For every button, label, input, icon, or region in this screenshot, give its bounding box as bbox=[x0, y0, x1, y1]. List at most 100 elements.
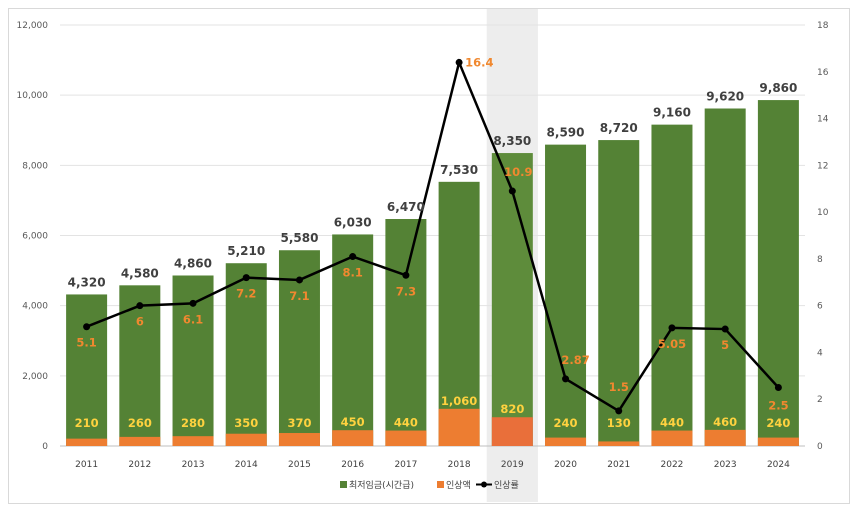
x-axis-tick-label: 2012 bbox=[128, 460, 151, 470]
left-axis-tick-label: 2,000 bbox=[22, 372, 48, 382]
bar-increase-2011 bbox=[66, 438, 108, 446]
rate-label-2024: 2.5 bbox=[768, 399, 788, 413]
rate-point-2012 bbox=[136, 302, 144, 310]
rate-label-2011: 5.1 bbox=[76, 336, 96, 350]
total-label-2019: 8,350 bbox=[493, 134, 531, 148]
legend-label-rate: 인상률 bbox=[494, 480, 519, 491]
bar-total-2023 bbox=[704, 108, 746, 446]
bar-increase-2013 bbox=[172, 436, 214, 446]
bar-total-2016 bbox=[332, 234, 374, 446]
increase-label-2011: 210 bbox=[75, 416, 99, 430]
rate-label-2022: 5.05 bbox=[658, 337, 686, 351]
rate-label-2017: 7.3 bbox=[396, 284, 416, 298]
legend-label-total: 최저임금(시간급) bbox=[349, 479, 414, 491]
right-axis-tick-label: 2 bbox=[817, 395, 823, 405]
increase-label-2016: 450 bbox=[341, 415, 365, 429]
right-axis-tick-label: 6 bbox=[817, 302, 823, 312]
right-axis-tick-label: 4 bbox=[817, 348, 823, 358]
bar-total-2020 bbox=[545, 144, 587, 447]
bar-increase-2020 bbox=[545, 437, 587, 446]
increase-label-2022: 440 bbox=[660, 416, 684, 430]
bar-total-2022 bbox=[651, 124, 693, 447]
total-label-2012: 4,580 bbox=[121, 266, 159, 280]
rate-point-2017 bbox=[402, 271, 410, 279]
rate-point-2016 bbox=[349, 253, 357, 261]
rate-label-2019: 10.9 bbox=[504, 165, 532, 179]
bar-total-2021 bbox=[598, 140, 640, 446]
bar-total-2017 bbox=[385, 219, 427, 446]
rate-label-2023: 5 bbox=[721, 338, 729, 352]
legend-swatch-total bbox=[340, 481, 347, 488]
increase-label-2024: 240 bbox=[766, 416, 790, 430]
x-axis-tick-label: 2023 bbox=[714, 460, 737, 470]
left-axis-tick-label: 8,000 bbox=[22, 161, 48, 171]
rate-point-2014 bbox=[242, 274, 250, 282]
rate-label-2020: 2.87 bbox=[561, 353, 589, 367]
x-axis-tick-label: 2013 bbox=[182, 460, 205, 470]
rate-point-2022 bbox=[668, 324, 676, 332]
rate-label-2021: 1.5 bbox=[609, 380, 629, 394]
total-label-2011: 4,320 bbox=[68, 275, 106, 289]
rate-point-2024 bbox=[774, 384, 782, 392]
x-axis-tick-label: 2017 bbox=[394, 460, 417, 470]
increase-label-2023: 460 bbox=[713, 415, 737, 429]
increase-label-2020: 240 bbox=[554, 416, 578, 430]
rate-point-2015 bbox=[295, 276, 303, 284]
bar-increase-2023 bbox=[704, 429, 746, 446]
bar-total-2014 bbox=[225, 263, 267, 446]
rate-point-2018 bbox=[455, 58, 463, 66]
total-label-2018: 7,530 bbox=[440, 163, 478, 177]
rate-label-2012: 6 bbox=[136, 315, 144, 329]
right-axis-tick-label: 12 bbox=[817, 161, 828, 171]
rate-label-2015: 7.1 bbox=[289, 289, 309, 303]
bar-increase-2022 bbox=[651, 430, 693, 446]
right-axis-tick-label: 18 bbox=[817, 21, 829, 31]
bar-increase-2012 bbox=[119, 436, 161, 446]
bar-increase-2019 bbox=[491, 417, 533, 446]
bar-total-2011 bbox=[66, 294, 108, 446]
total-label-2023: 9,620 bbox=[706, 89, 744, 103]
rate-label-2018: 16.4 bbox=[465, 55, 493, 69]
total-label-2021: 8,720 bbox=[600, 121, 638, 135]
right-axis-tick-label: 16 bbox=[817, 68, 829, 78]
total-label-2022: 9,160 bbox=[653, 106, 691, 120]
right-axis-tick-label: 14 bbox=[817, 115, 829, 125]
x-axis-tick-label: 2022 bbox=[661, 460, 684, 470]
bar-increase-2016 bbox=[332, 430, 374, 446]
increase-label-2013: 280 bbox=[181, 416, 205, 430]
rate-point-2011 bbox=[83, 323, 91, 331]
bar-total-2019 bbox=[491, 153, 533, 446]
total-label-2013: 4,860 bbox=[174, 256, 212, 270]
bar-increase-2018 bbox=[438, 408, 480, 446]
total-label-2015: 5,580 bbox=[280, 231, 318, 245]
increase-label-2015: 370 bbox=[287, 416, 311, 430]
total-label-2017: 6,470 bbox=[387, 200, 425, 214]
total-label-2016: 6,030 bbox=[334, 215, 372, 229]
increase-label-2017: 440 bbox=[394, 416, 418, 430]
bar-increase-2015 bbox=[278, 433, 320, 446]
total-label-2020: 8,590 bbox=[547, 126, 585, 140]
left-axis-tick-label: 4,000 bbox=[22, 302, 48, 312]
increase-label-2018: 1,060 bbox=[441, 394, 477, 408]
increase-label-2019: 820 bbox=[500, 402, 524, 416]
total-label-2014: 5,210 bbox=[227, 244, 265, 258]
bar-increase-2017 bbox=[385, 430, 427, 446]
rate-point-2019 bbox=[508, 187, 516, 195]
increase-label-2014: 350 bbox=[234, 416, 258, 430]
x-axis-tick-label: 2024 bbox=[767, 460, 790, 470]
x-axis-tick-label: 2018 bbox=[448, 460, 471, 470]
x-axis-tick-label: 2021 bbox=[607, 460, 630, 470]
rate-point-2020 bbox=[562, 375, 570, 383]
increase-label-2012: 260 bbox=[128, 416, 152, 430]
legend-label-increase: 인상액 bbox=[446, 479, 471, 491]
rate-point-2013 bbox=[189, 299, 197, 307]
x-axis-tick-label: 2020 bbox=[554, 460, 577, 470]
legend-swatch-rate-marker bbox=[481, 481, 487, 488]
x-axis-tick-label: 2014 bbox=[235, 460, 258, 470]
bar-increase-2024 bbox=[757, 437, 799, 446]
rate-label-2014: 7.2 bbox=[236, 287, 256, 301]
x-axis-tick-label: 2015 bbox=[288, 460, 311, 470]
left-axis-tick-label: 0 bbox=[42, 442, 48, 452]
rate-label-2013: 6.1 bbox=[183, 312, 203, 326]
